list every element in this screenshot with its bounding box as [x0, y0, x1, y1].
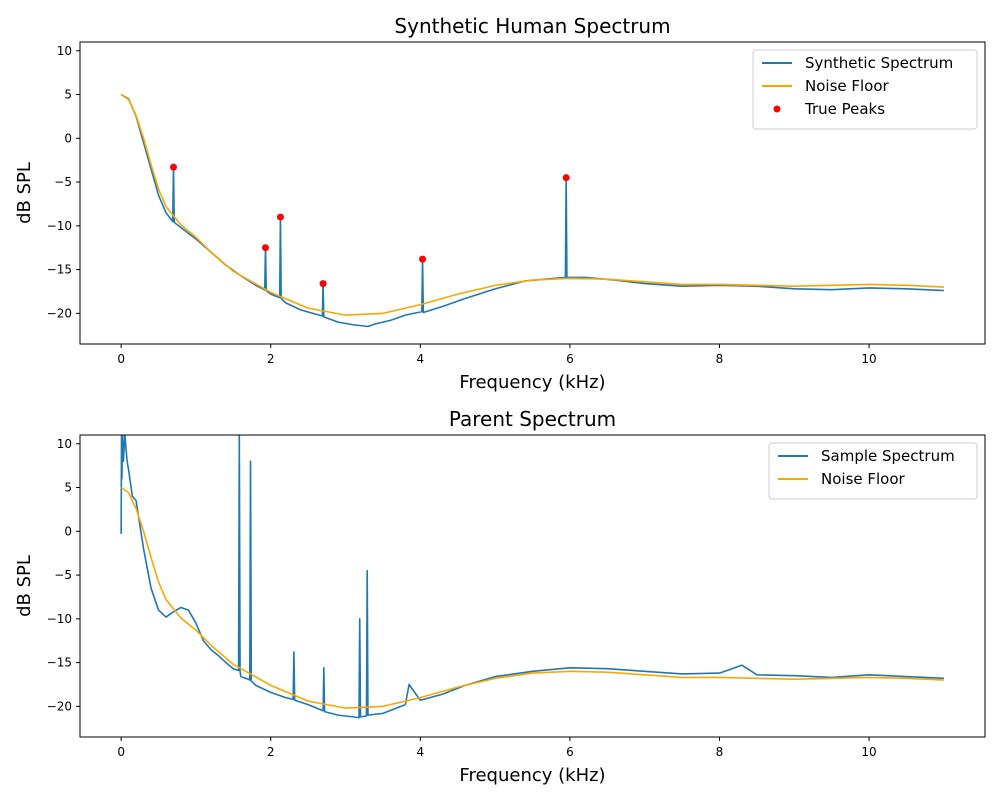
- plot-area: [120, 435, 944, 719]
- y-tick-label: −15: [47, 656, 72, 670]
- legend: Synthetic Spectrum Noise Floor True Peaks: [752, 49, 978, 130]
- plot-area: [120, 93, 944, 328]
- data-point-true-peak: [562, 174, 570, 182]
- y-tick-label: 0: [64, 524, 72, 538]
- axes-frame: [79, 434, 986, 738]
- data-point-true-peak: [319, 280, 327, 288]
- series-line-sample-spectrum: [120, 435, 944, 719]
- data-point-true-peak: [419, 255, 427, 263]
- x-tick-label: 2: [267, 745, 275, 759]
- legend-label: Noise Floor: [805, 77, 890, 95]
- y-tick-label: −10: [47, 612, 72, 626]
- y-tick-label: −10: [47, 219, 72, 233]
- x-tick-label: 6: [566, 745, 574, 759]
- axes-frame: [79, 41, 986, 345]
- x-tick-label: 8: [716, 352, 724, 366]
- legend-label: Synthetic Spectrum: [805, 54, 953, 72]
- legend-swatch-marker: [773, 105, 781, 113]
- y-tick-label: −5: [54, 175, 72, 189]
- legend-label: True Peaks: [804, 100, 885, 118]
- subplot-2: 0 2 4 6 8 10 −20 −15 −10 −5 0 5 10 Parent Spectrum Fre…: [14, 407, 986, 786]
- y-tick-label: −5: [54, 568, 72, 582]
- x-tick-label: 0: [117, 745, 125, 759]
- legend-box: [752, 49, 978, 130]
- x-axis-label: Frequency (kHz): [459, 372, 605, 393]
- x-tick-label: 0: [117, 352, 125, 366]
- series-line-noise-floor: [120, 93, 944, 316]
- legend: Sample Spectrum Noise Floor: [768, 442, 978, 500]
- y-tick-label: 10: [57, 437, 72, 451]
- y-tick-label: −20: [47, 306, 72, 320]
- series-line-noise-floor: [120, 486, 944, 709]
- y-tick-label: 5: [64, 88, 72, 102]
- chart-title: Synthetic Human Spectrum: [394, 14, 670, 38]
- data-point-true-peak: [169, 163, 177, 171]
- legend-label: Sample Spectrum: [821, 447, 955, 465]
- x-tick-label: 4: [416, 745, 424, 759]
- data-point-true-peak: [261, 244, 269, 252]
- y-tick-label: 0: [64, 131, 72, 145]
- legend-label: Noise Floor: [821, 470, 906, 488]
- x-tick-label: 8: [716, 745, 724, 759]
- x-axis-label: Frequency (kHz): [459, 765, 605, 786]
- y-axis-label: dB SPL: [14, 162, 35, 224]
- x-tick-label: 10: [861, 745, 876, 759]
- y-tick-label: 10: [57, 44, 72, 58]
- y-tick-label: −20: [47, 699, 72, 713]
- y-tick-label: −15: [47, 263, 72, 277]
- x-tick-label: 4: [416, 352, 424, 366]
- chart-title: Parent Spectrum: [449, 407, 616, 431]
- y-axis-label: dB SPL: [14, 555, 35, 617]
- data-point-true-peak: [276, 213, 284, 221]
- x-tick-label: 2: [267, 352, 275, 366]
- x-tick-label: 6: [566, 352, 574, 366]
- legend-box: [768, 442, 978, 500]
- y-tick-label: 5: [64, 481, 72, 495]
- subplot-1: 0 2 4 6 8 10 −20 −15 −10 −5 0 5 10 Synthetic Human Sp…: [14, 14, 986, 393]
- x-tick-label: 10: [861, 352, 876, 366]
